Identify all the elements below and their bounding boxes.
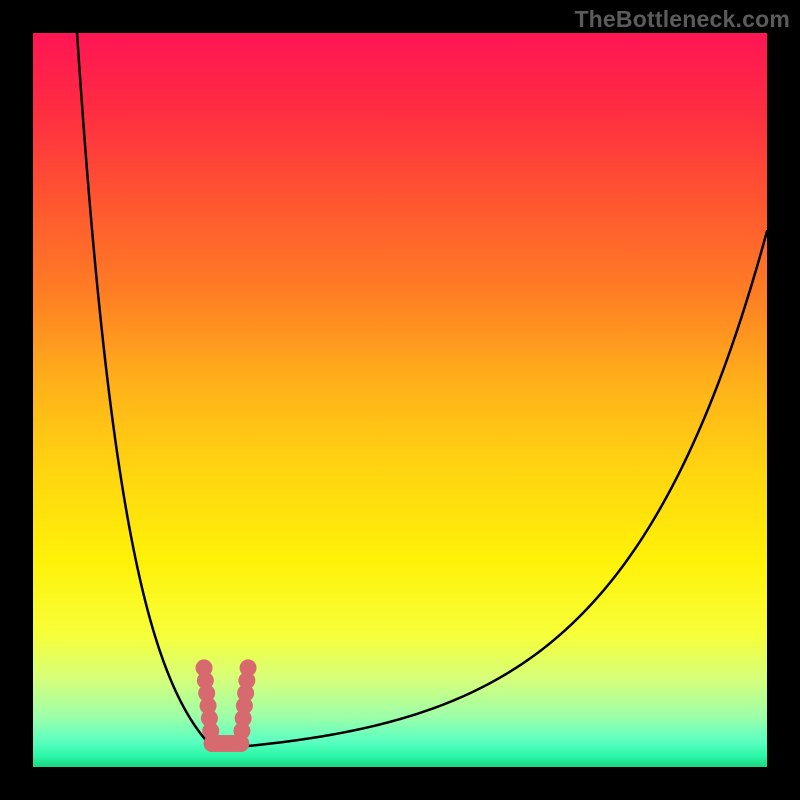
watermark-text: TheBottleneck.com [574, 6, 790, 33]
marker-dot [232, 735, 249, 752]
gradient-background [33, 33, 767, 767]
plot-svg [33, 33, 767, 767]
plot-area [33, 33, 767, 767]
